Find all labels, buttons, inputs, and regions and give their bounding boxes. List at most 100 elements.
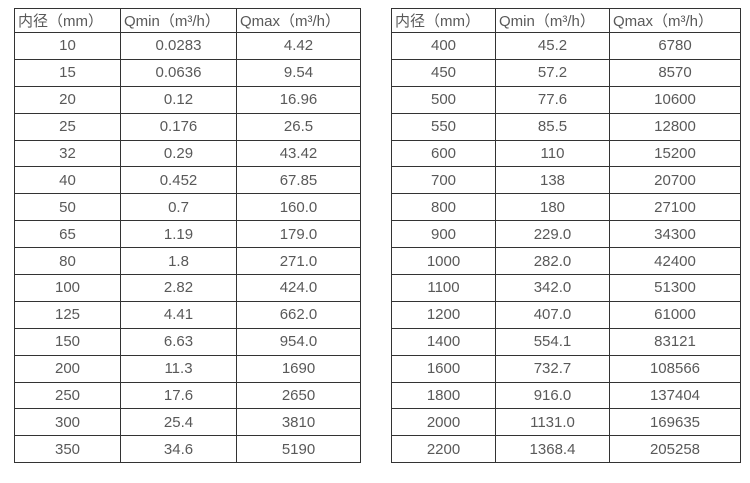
table-cell: 32 [14,139,121,168]
table-cell: 2650 [236,381,361,410]
table-cell: 1200 [391,300,496,329]
table-row: 80 1.8 271.0 [14,247,361,276]
table-row: 1800 916.0 137404 [391,381,741,410]
table-row: 65 1.19 179.0 [14,220,361,249]
table-row: 25 0.176 26.5 [14,112,361,141]
table-cell: 1000 [391,247,496,276]
table-row: 10 0.0283 4.42 [14,32,361,60]
table-cell: 5190 [236,435,361,464]
table-cell: 1400 [391,327,496,356]
table-cell: 1368.4 [495,435,610,464]
table-cell: 10600 [609,85,741,114]
table-cell: 900 [391,220,496,249]
flow-spec-table-small-diameters: 内径（mm） Qmin（m³/h） Qmax（m³/h） 10 0.0283 4.42 1… [14,8,361,464]
table-cell: 125 [14,300,121,329]
table-cell: 0.176 [120,112,237,141]
table-cell: 500 [391,85,496,114]
table-row: 1400 554.1 83121 [391,327,741,356]
table-cell: 732.7 [495,354,610,383]
table-cell: 15 [14,58,121,87]
table-cell: 200 [14,354,121,383]
table-cell: 150 [14,327,121,356]
table-cell: 250 [14,381,121,410]
table-cell: 42400 [609,247,741,276]
table-row: 125 4.41 662.0 [14,300,361,329]
table-cell: 2000 [391,408,496,437]
table-cell: 50 [14,193,121,222]
table-cell: 20700 [609,166,741,195]
table-cell: 271.0 [236,247,361,276]
table-cell: 6.63 [120,327,237,356]
table-cell: 11.3 [120,354,237,383]
table-cell: 40 [14,166,121,195]
table-row: 2200 1368.4 205258 [391,435,741,464]
table-row: 250 17.6 2650 [14,381,361,410]
flow-spec-table-large-diameters: 内径（mm） Qmin（m³/h） Qmax（m³/h） 400 45.2 6780 45… [391,8,741,464]
table-row: 1600 732.7 108566 [391,354,741,383]
table-row: 200 11.3 1690 [14,354,361,383]
table-body: 10 0.0283 4.42 15 0.0636 9.54 20 0.12 16.96 25 0.1… [14,32,361,464]
table-row: 40 0.452 67.85 [14,166,361,195]
table-cell: 160.0 [236,193,361,222]
table-row: 900 229.0 34300 [391,220,741,249]
table-cell: 0.452 [120,166,237,195]
table-cell: 137404 [609,381,741,410]
column-header: 内径（mm） [14,8,121,33]
table-cell: 2200 [391,435,496,464]
table-cell: 0.29 [120,139,237,168]
table-row: 300 25.4 3810 [14,408,361,437]
table-cell: 108566 [609,354,741,383]
table-cell: 43.42 [236,139,361,168]
table-cell: 57.2 [495,58,610,87]
table-cell: 8570 [609,58,741,87]
table-cell: 138 [495,166,610,195]
table-row: 2000 1131.0 169635 [391,408,741,437]
table-cell: 0.7 [120,193,237,222]
table-cell: 450 [391,58,496,87]
table-cell: 400 [391,32,496,60]
table-row: 450 57.2 8570 [391,58,741,87]
table-cell: 2.82 [120,274,237,302]
table-cell: 916.0 [495,381,610,410]
table-row: 50 0.7 160.0 [14,193,361,222]
table-cell: 662.0 [236,300,361,329]
table-cell: 1.8 [120,247,237,276]
table-row: 100 2.82 424.0 [14,274,361,302]
table-cell: 554.1 [495,327,610,356]
table-cell: 179.0 [236,220,361,249]
column-header: 内径（mm） [391,8,496,33]
table-row: 1000 282.0 42400 [391,247,741,276]
table-cell: 65 [14,220,121,249]
table-cell: 9.54 [236,58,361,87]
table-row: 15 0.0636 9.54 [14,58,361,87]
column-header: Qmin（m³/h） [495,8,610,33]
table-cell: 1600 [391,354,496,383]
table-row: 700 138 20700 [391,166,741,195]
table-cell: 0.12 [120,85,237,114]
table-cell: 1100 [391,274,496,302]
table-row: 350 34.6 5190 [14,435,361,464]
table-cell: 0.0636 [120,58,237,87]
table-cell: 20 [14,85,121,114]
table-cell: 26.5 [236,112,361,141]
table-cell: 700 [391,166,496,195]
table-cell: 100 [14,274,121,302]
table-cell: 407.0 [495,300,610,329]
table-cell: 51300 [609,274,741,302]
table-cell: 282.0 [495,247,610,276]
table-cell: 4.42 [236,32,361,60]
table-row: 1100 342.0 51300 [391,274,741,302]
table-cell: 15200 [609,139,741,168]
table-cell: 300 [14,408,121,437]
table-cell: 205258 [609,435,741,464]
table-cell: 110 [495,139,610,168]
table-cell: 67.85 [236,166,361,195]
table-cell: 80 [14,247,121,276]
table-body: 400 45.2 6780 450 57.2 8570 500 77.6 10600 550 85.… [391,32,741,464]
table-cell: 1131.0 [495,408,610,437]
column-header: Qmin（m³/h） [120,8,237,33]
table-cell: 169635 [609,408,741,437]
table-cell: 61000 [609,300,741,329]
table-cell: 954.0 [236,327,361,356]
